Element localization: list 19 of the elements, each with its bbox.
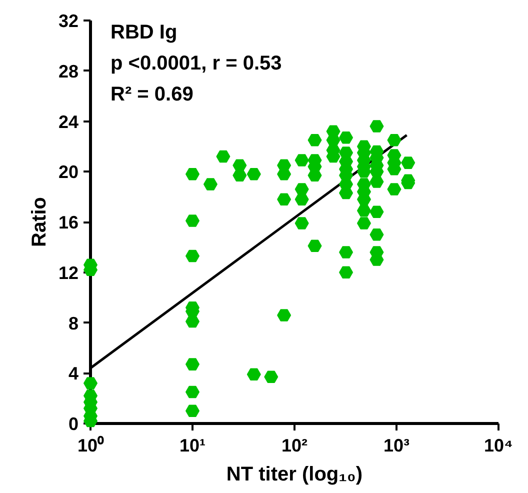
y-tick-label: 0 <box>68 414 79 434</box>
y-tick-label: 28 <box>58 61 79 82</box>
y-axis-title: Ratio <box>28 197 50 247</box>
y-tick-label: 16 <box>58 212 79 232</box>
x-tick-label: 10⁴ <box>484 436 513 456</box>
annotation: p <0.0001, r = 0.53 <box>110 52 282 74</box>
x-tick-label: 10² <box>281 436 308 456</box>
y-tick-label: 20 <box>58 162 79 182</box>
y-tick-label: 24 <box>58 112 79 132</box>
y-tick-label: 12 <box>58 262 79 283</box>
annotation: RBD Ig <box>110 22 178 44</box>
y-tick-label: 4 <box>68 364 79 384</box>
annotation: R² = 0.69 <box>110 84 194 106</box>
x-tick-label: 10¹ <box>179 436 206 456</box>
x-tick-label: 10⁰ <box>77 436 105 456</box>
x-tick-label: 10³ <box>383 436 410 456</box>
y-tick-label: 8 <box>68 313 79 334</box>
y-tick-label: 32 <box>58 11 79 31</box>
x-axis-title: NT titer (log₁₀) <box>226 464 363 486</box>
